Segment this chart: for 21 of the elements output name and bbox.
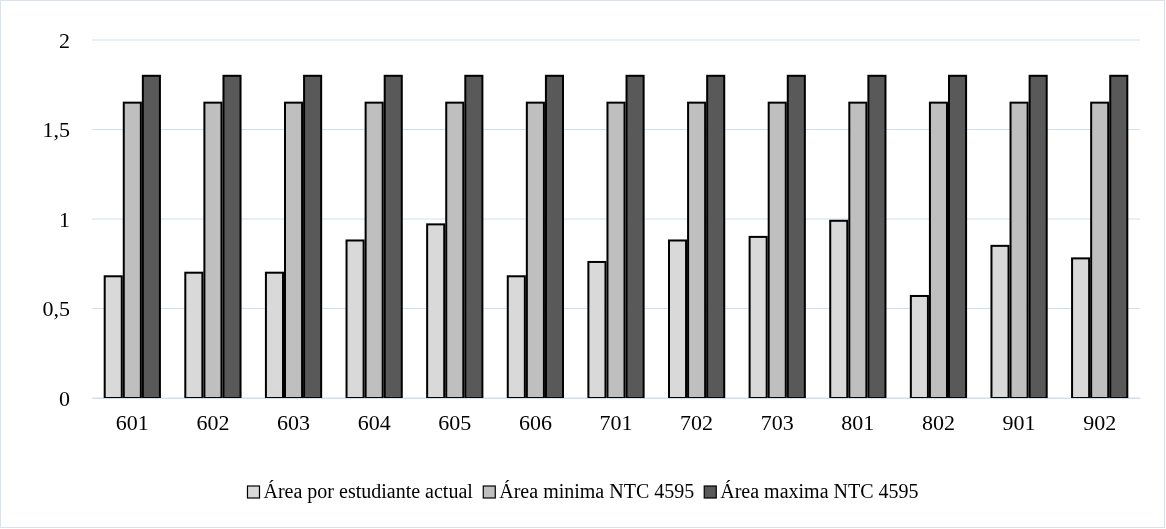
x-tick-label: 602 [196,409,230,435]
x-tick-label: 901 [1002,409,1036,435]
y-tick-label: 1 [59,206,70,232]
y-tick-label: 0,5 [42,296,70,322]
legend-label: Área minima NTC 4595 [499,480,695,502]
x-tick-label: 606 [518,409,552,435]
x-tick-label: 701 [599,409,633,435]
y-tick-label: 2 [59,27,70,53]
x-tick-label: 801 [841,409,875,435]
legend-label: Área maxima NTC 4595 [720,480,919,502]
x-tick-label: 601 [115,409,149,435]
x-tick-label: 902 [1083,409,1117,435]
x-tick-label: 702 [680,409,714,435]
x-tick-label: 603 [277,409,311,435]
x-tick-label: 604 [357,409,391,435]
y-tick-label: 1,5 [42,117,70,143]
y-tick-label: 0 [59,385,70,411]
x-tick-label: 703 [760,409,794,435]
legend-label: Área por estudiante actual [263,480,474,503]
x-tick-label: 605 [438,409,472,435]
x-tick-label: 802 [921,409,955,435]
